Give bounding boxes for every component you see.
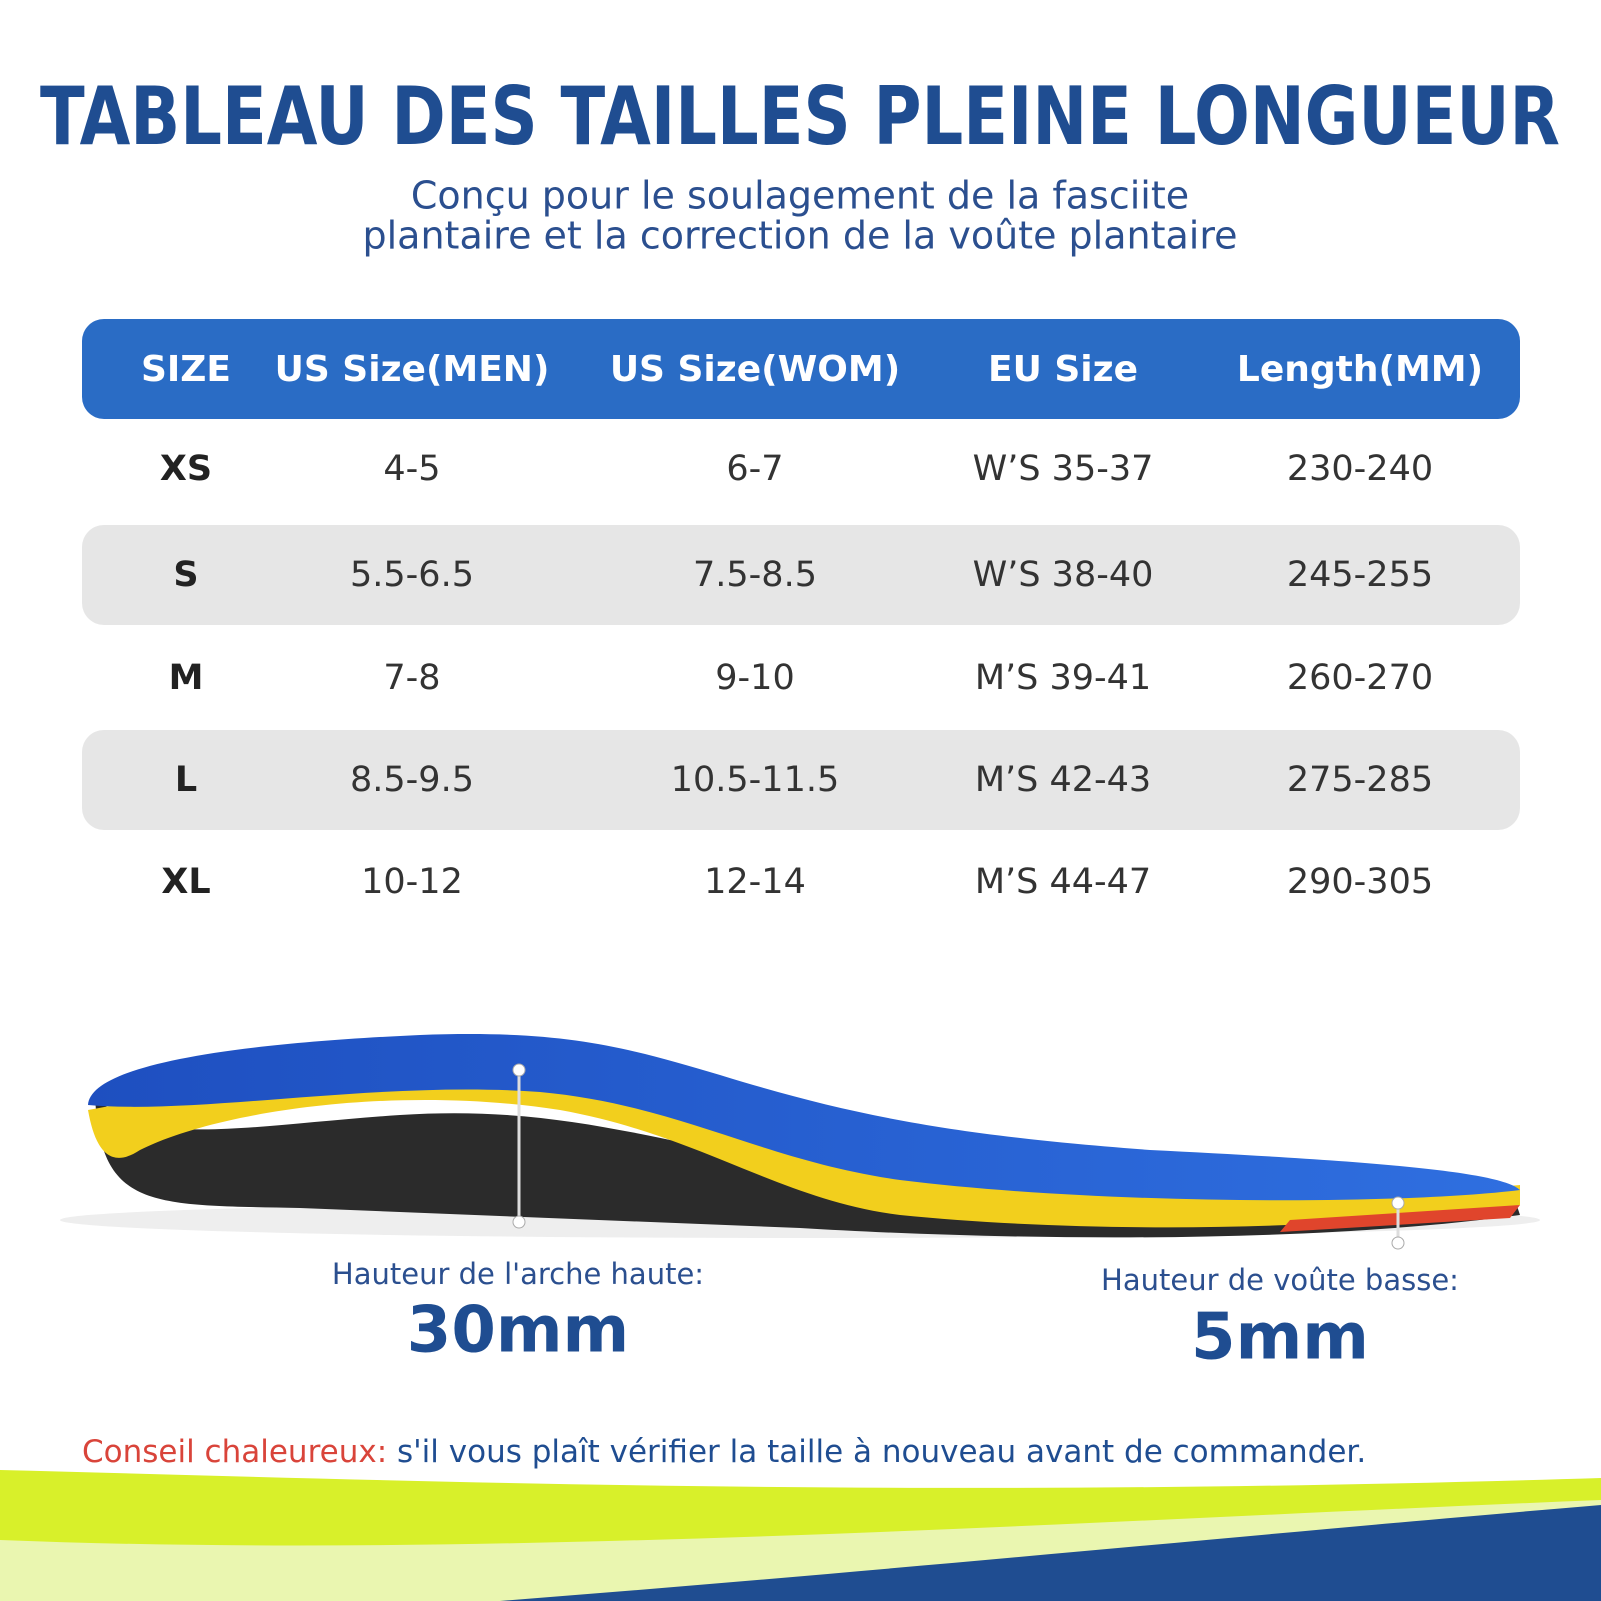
cell: M’S 42-43: [975, 760, 1151, 800]
annotation-label: Hauteur de voûte basse:: [1101, 1263, 1459, 1297]
size-label: L: [175, 760, 197, 800]
annotation-value: 5mm: [1191, 1301, 1369, 1375]
row-band: [82, 730, 1520, 830]
tip: Conseil chaleureux: s'il vous plaît véri…: [82, 1434, 1366, 1470]
cell: W’S 35-37: [973, 449, 1154, 489]
column-header: Length(MM): [1237, 349, 1483, 390]
size-table: SIZE US Size(MEN) US Size(WOM) EU Size Lengt…: [141, 349, 1483, 902]
cell: 275-285: [1287, 760, 1433, 800]
cell: 7.5-8.5: [693, 555, 817, 595]
size-label: M: [169, 658, 204, 698]
cell: 4-5: [383, 449, 440, 489]
size-label: XS: [160, 449, 212, 489]
cell: M’S 39-41: [975, 658, 1151, 698]
title: TABLEAU DES TAILLES PLEINE LONGUEUR: [40, 70, 1560, 163]
cell: 230-240: [1287, 449, 1433, 489]
cell: 245-255: [1287, 555, 1433, 595]
cell: 7-8: [383, 658, 440, 698]
cell: 260-270: [1287, 658, 1433, 698]
cell: 5.5-6.5: [350, 555, 474, 595]
cell: 290-305: [1287, 862, 1433, 902]
cell: W’S 38-40: [973, 555, 1154, 595]
subtitle-line: plantaire et la correction de la voûte p…: [363, 214, 1238, 258]
tip-text: s'il vous plaît vérifier la taille à nou…: [387, 1434, 1366, 1470]
cell: 9-10: [715, 658, 794, 698]
cell: 8.5-9.5: [350, 760, 474, 800]
tip-label: Conseil chaleureux:: [82, 1434, 387, 1470]
column-header: SIZE: [141, 349, 231, 390]
subtitle-line: Conçu pour le soulagement de la fasciite: [411, 174, 1189, 218]
cell: 10-12: [361, 862, 463, 902]
cell: 12-14: [704, 862, 806, 902]
column-header: US Size(MEN): [275, 349, 550, 390]
row-band: [82, 525, 1520, 625]
cell: 6-7: [726, 449, 783, 489]
decor-wave: [500, 1505, 1601, 1601]
cell: 10.5-11.5: [671, 760, 840, 800]
table-header-bar: [82, 319, 1520, 419]
size-label: S: [173, 555, 198, 595]
cell: M’S 44-47: [975, 862, 1151, 902]
insole-illustration: [60, 1034, 1540, 1250]
column-header: US Size(WOM): [610, 349, 900, 390]
column-header: EU Size: [988, 349, 1138, 390]
annotation-value: 30mm: [407, 1294, 629, 1368]
size-label: XL: [161, 862, 210, 902]
annotation-label: Hauteur de l'arche haute:: [332, 1257, 704, 1291]
